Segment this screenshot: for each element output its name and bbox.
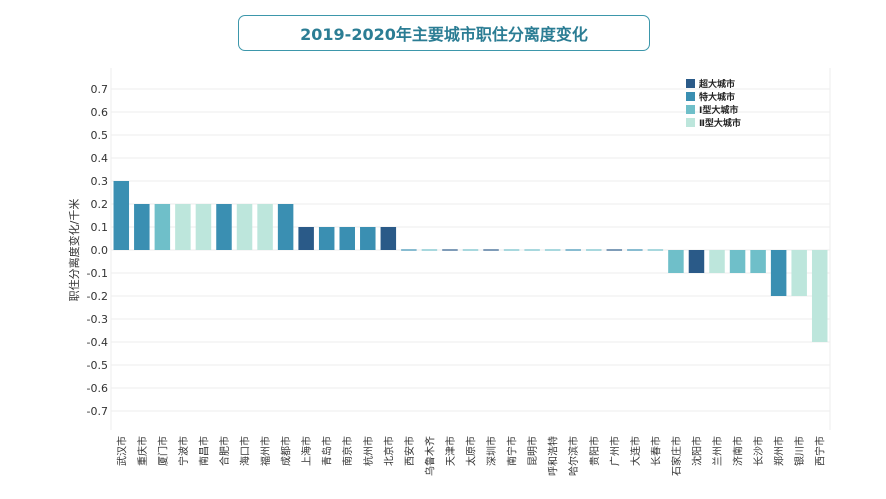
- bar: [154, 204, 171, 250]
- x-tick-label: 武汉市: [115, 436, 128, 466]
- bar: [544, 249, 561, 251]
- y-tick-label: 0.3: [91, 175, 109, 188]
- bar: [647, 249, 664, 251]
- y-tick-label: -0.4: [87, 336, 108, 349]
- x-tick-label: 兰州市: [711, 436, 724, 466]
- bar: [298, 227, 314, 250]
- legend-label: 超大城市: [698, 78, 735, 90]
- x-tick-label: 成都市: [280, 436, 293, 466]
- y-tick-label: 0.6: [91, 106, 109, 119]
- chart-title: 2019-2020年主要城市职住分离度变化: [300, 25, 588, 44]
- x-tick-label: 哈尔滨市: [567, 436, 580, 476]
- y-tick-label: 0.5: [91, 129, 109, 142]
- legend-swatch: [686, 118, 695, 127]
- x-tick-label: 南昌市: [197, 436, 210, 466]
- bar: [113, 181, 130, 250]
- bar: [750, 250, 766, 273]
- x-tick-label: 重庆市: [136, 436, 149, 466]
- y-axis-label: 职住分离度变化/千米: [67, 199, 81, 302]
- x-tick-label: 上海市: [300, 436, 313, 466]
- x-tick-label: 呼和浩特: [548, 436, 560, 476]
- y-tick-label: -0.5: [87, 359, 108, 372]
- x-tick-label: 西安市: [403, 436, 416, 466]
- y-tick-label: -0.3: [87, 313, 108, 326]
- x-tick-label: 海口市: [239, 436, 252, 466]
- y-tick-label: 0.4: [91, 152, 109, 165]
- y-tick-label: -0.6: [87, 382, 108, 395]
- x-tick-label: 福州市: [259, 436, 272, 466]
- x-tick-label: 大连市: [629, 436, 642, 466]
- bar: [503, 249, 520, 251]
- bar: [586, 249, 602, 251]
- y-tick-label: -0.2: [87, 290, 108, 303]
- bar: [729, 250, 746, 273]
- x-tick-label: 石家庄市: [670, 436, 683, 476]
- y-tick-label: 0.1: [91, 221, 109, 234]
- x-tick-label: 天津市: [444, 436, 457, 466]
- x-tick-label: 太原市: [465, 436, 478, 466]
- bar: [195, 204, 212, 250]
- x-tick-label: 深圳市: [485, 436, 498, 466]
- y-tick-label: 0.7: [91, 83, 109, 96]
- bar: [134, 204, 150, 250]
- bar: [770, 250, 787, 296]
- bar: [421, 249, 438, 251]
- x-tick-label: 合肥市: [218, 436, 231, 466]
- y-tick-label: -0.1: [87, 267, 108, 280]
- bar: [606, 249, 623, 251]
- x-tick-label: 昆明市: [526, 436, 539, 466]
- bar: [277, 204, 294, 250]
- bar: [524, 249, 540, 251]
- bar: [462, 249, 479, 251]
- x-tick-label: 长沙市: [752, 436, 765, 466]
- bar: [339, 227, 355, 250]
- x-tick-label: 西宁市: [814, 436, 827, 466]
- x-tick-label: 长春市: [649, 436, 662, 466]
- legend-swatch: [686, 92, 695, 101]
- x-tick-label: 北京市: [382, 436, 395, 466]
- bar: [709, 250, 725, 273]
- x-tick-label: 宁波市: [177, 436, 190, 466]
- bar: [257, 204, 273, 250]
- x-tick-label: 厦门市: [156, 436, 169, 466]
- x-tick-label: 银川市: [793, 436, 806, 466]
- x-tick-label: 郑州市: [773, 436, 786, 466]
- bar: [401, 249, 417, 251]
- x-tick-label: 济南市: [732, 436, 745, 466]
- x-tick-label: 贵阳市: [588, 436, 601, 466]
- legend-label: Ⅱ型大城市: [699, 117, 741, 129]
- bar: [688, 250, 705, 273]
- x-tick-label: 杭州市: [362, 436, 375, 466]
- x-tick-label: 乌鲁木齐: [423, 436, 436, 476]
- bar: [360, 227, 376, 250]
- x-tick-label: 沈阳市: [690, 436, 703, 466]
- legend-label: 特大城市: [699, 91, 735, 103]
- bar: [565, 249, 581, 251]
- legend-label: Ⅰ型大城市: [699, 104, 738, 116]
- chart-title-box: 2019-2020年主要城市职住分离度变化: [238, 15, 650, 51]
- bar: [442, 249, 458, 251]
- x-tick-label: 青岛市: [321, 436, 334, 466]
- bar: [791, 250, 807, 296]
- bar: [175, 204, 191, 250]
- bar: [236, 204, 253, 250]
- bar: [318, 227, 335, 250]
- legend-swatch: [686, 105, 695, 114]
- bar: [627, 249, 643, 251]
- legend-swatch: [686, 79, 695, 88]
- x-tick-label: 南宁市: [506, 436, 519, 466]
- x-tick-label: 南京市: [341, 436, 354, 466]
- bar: [668, 250, 684, 273]
- bar: [483, 249, 499, 251]
- x-tick-label: 广州市: [608, 436, 621, 466]
- bar: [811, 250, 828, 342]
- bar: [216, 204, 232, 250]
- y-tick-label: -0.7: [87, 405, 108, 418]
- y-tick-label: 0.2: [91, 198, 109, 211]
- bar: [380, 227, 397, 250]
- y-tick-label: 0.0: [91, 244, 109, 257]
